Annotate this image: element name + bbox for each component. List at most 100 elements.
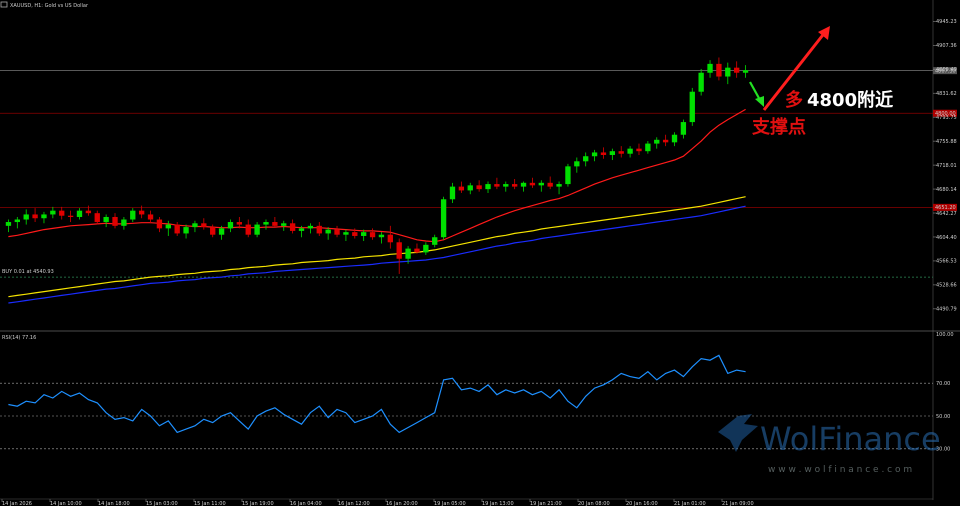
symbol-label: XAUUSD, H1: Gold vs US Dollar xyxy=(10,3,89,9)
menu-icon[interactable] xyxy=(0,1,8,8)
candle-body xyxy=(23,214,29,220)
candle-body xyxy=(227,222,234,229)
candle-body xyxy=(698,72,704,92)
x-tick-label: 16 Jan 12:00 xyxy=(338,501,370,506)
x-tick-label: 19 Jan 21:00 xyxy=(530,501,562,506)
candle-body xyxy=(600,152,607,155)
rsi-label: RSI(14) 77.16 xyxy=(2,335,36,341)
candle-body xyxy=(369,232,376,238)
candle-body xyxy=(707,63,713,73)
y-tick-label: 4793.75 xyxy=(936,115,957,121)
symbol-header: XAUUSD, H1: Gold vs US Dollar xyxy=(0,1,89,9)
rsi-series-line xyxy=(8,354,746,434)
candle-body xyxy=(325,229,331,234)
rsi-tick-label: 50.00 xyxy=(936,414,950,420)
annotation-price: 4800附近 xyxy=(807,89,893,111)
candle-body xyxy=(5,222,12,226)
candle-body xyxy=(378,234,385,238)
candle-body xyxy=(298,228,305,231)
x-tick-label: 14 Jan 2026 xyxy=(2,501,32,506)
candle-body xyxy=(574,161,580,167)
y-tick-label: 4755.88 xyxy=(936,139,957,145)
candle-body xyxy=(147,214,154,220)
candle-body xyxy=(343,232,349,235)
watermark-brand: WolFinance xyxy=(760,420,941,458)
price-tag-bg-support xyxy=(933,109,957,117)
price-tag-bid: 4867.30 xyxy=(935,68,956,74)
candle-body xyxy=(156,219,163,229)
candle-body xyxy=(449,186,456,200)
x-tick-label: 14 Jan 10:00 xyxy=(50,501,82,506)
candle-body xyxy=(742,70,749,73)
x-tick-label: 16 Jan 04:00 xyxy=(290,501,322,506)
y-tick-label: 4680.14 xyxy=(936,187,957,193)
x-tick-label: 15 Jan 03:00 xyxy=(146,501,178,506)
candle-body xyxy=(414,248,420,253)
x-tick-label: 19 Jan 13:00 xyxy=(482,501,514,506)
price-tag-support: 4800.00 xyxy=(935,111,956,117)
candle-body xyxy=(440,199,447,238)
y-tick-label: 4490.79 xyxy=(936,307,957,313)
wolfinance-watermark: WolFinance w w w . w o l f i n a n c e .… xyxy=(718,414,941,475)
rsi-tick-label: 30.00 xyxy=(936,447,950,453)
candle-body xyxy=(529,182,536,186)
candle-body xyxy=(458,186,465,191)
candle-body xyxy=(547,182,553,187)
x-tick-label: 21 Jan 09:00 xyxy=(722,501,754,506)
price-tag-bg-level xyxy=(933,203,957,211)
candle-body xyxy=(183,227,189,234)
candle-body xyxy=(281,223,287,226)
candle-body xyxy=(245,224,251,235)
annotation-line2: 支撑点 xyxy=(751,116,806,138)
candle-body xyxy=(218,228,225,235)
candle-body xyxy=(396,242,402,259)
ma-slow-line xyxy=(8,205,746,304)
candle-body xyxy=(307,225,314,229)
x-tick-label: 20 Jan 16:00 xyxy=(626,501,658,506)
candle-body xyxy=(680,122,687,135)
x-tick-label: 15 Jan 19:00 xyxy=(242,501,274,506)
candle-body xyxy=(192,223,198,228)
y-tick-label: 4642.27 xyxy=(936,211,957,217)
candle-body xyxy=(538,182,544,186)
price-tag-level: 4651.20 xyxy=(935,205,956,211)
candle-body xyxy=(112,216,118,226)
candle-body xyxy=(583,156,589,162)
annotation-line1: 多 4800附近 xyxy=(785,89,893,111)
candle-body xyxy=(565,166,571,185)
candle-body xyxy=(618,151,624,154)
candle-body xyxy=(627,148,633,154)
candle-body xyxy=(494,184,500,187)
candle-body xyxy=(734,67,740,73)
candle-body xyxy=(689,91,695,123)
candle-body xyxy=(432,237,438,245)
green-arrow-head xyxy=(755,96,764,107)
candle-body xyxy=(334,229,340,235)
candle-body xyxy=(387,234,393,243)
annotation-prefix: 多 xyxy=(785,89,803,111)
candle-body xyxy=(210,227,216,235)
x-tick-label: 21 Jan 01:00 xyxy=(674,501,706,506)
rsi-tick-label: 70.00 xyxy=(936,381,950,387)
candle-body xyxy=(165,224,171,229)
candle-body xyxy=(654,139,660,144)
candle-body xyxy=(121,219,127,226)
candle-body xyxy=(476,185,482,190)
candle-body xyxy=(671,134,678,143)
x-tick-label: 20 Jan 08:00 xyxy=(578,501,610,506)
candle-body xyxy=(94,213,100,223)
candle-body xyxy=(503,184,509,187)
candle-body xyxy=(236,222,243,225)
y-tick-label: 4566.53 xyxy=(936,259,957,265)
candle-body xyxy=(485,184,491,190)
y-tick-label: 4831.62 xyxy=(936,91,957,97)
candle-body xyxy=(32,214,38,219)
candle-body xyxy=(556,184,562,187)
candle-body xyxy=(201,223,207,228)
candle-body xyxy=(14,219,20,223)
x-tick-label: 19 Jan 05:00 xyxy=(434,501,466,506)
candle-body xyxy=(254,224,260,235)
candle-body xyxy=(289,223,296,231)
